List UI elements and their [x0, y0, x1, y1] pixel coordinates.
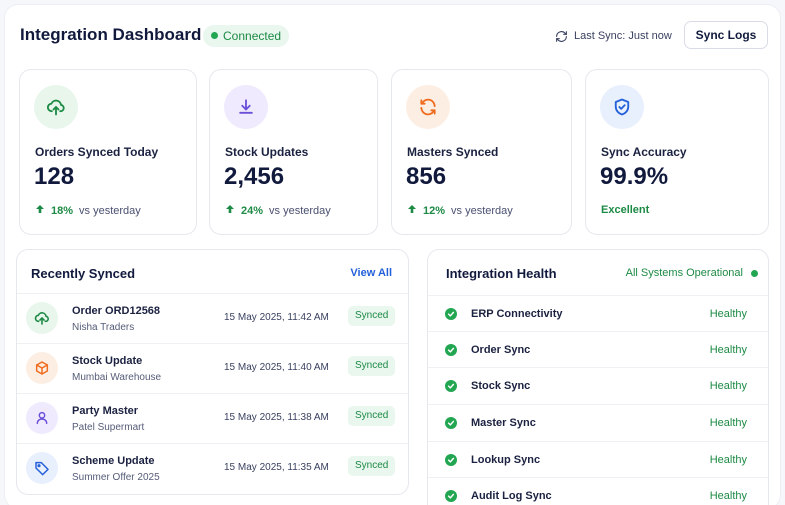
stat-value: 128 [34, 163, 75, 190]
last-sync: Last Sync: Just now [555, 27, 672, 45]
check-circle-icon [445, 344, 457, 356]
dashboard-frame: Integration Dashboard Connected Last Syn… [4, 4, 781, 505]
cloud-upload-icon [34, 85, 78, 129]
stat-value: 2,456 [224, 163, 285, 190]
list-item-time: 15 May 2025, 11:40 AM [224, 362, 329, 373]
list-item-subtitle: Nisha Traders [72, 322, 135, 333]
status-badge: Synced [348, 356, 396, 376]
recently-synced-panel: Recently Synced View All Order ORD12568 … [16, 249, 409, 495]
list-item-time: 15 May 2025, 11:35 AM [224, 462, 329, 473]
box-icon [26, 352, 58, 384]
stat-change-text: vs yesterday [79, 204, 141, 217]
shield-check-icon [600, 85, 644, 129]
status-dot-icon [751, 269, 758, 277]
stat-card-accuracy: Sync Accuracy 99.9% Excellent [585, 69, 769, 235]
list-item-title: Stock Update [72, 355, 143, 367]
list-item[interactable]: Party Master Patel Supermart 15 May 2025… [17, 393, 408, 443]
stat-change: 24% vs yesterday [225, 204, 331, 217]
health-item-name: Stock Sync [471, 380, 531, 392]
health-item-name: Master Sync [471, 417, 536, 429]
stat-value: 99.9% [600, 163, 669, 190]
arrow-up-icon [407, 204, 417, 217]
stat-card-masters: Masters Synced 856 12% vs yesterday [391, 69, 572, 235]
list-item-title: Scheme Update [72, 455, 155, 467]
check-circle-icon [445, 490, 457, 502]
tag-icon [26, 452, 58, 484]
health-item-status: Healthy [709, 490, 747, 502]
stat-label: Orders Synced Today [35, 145, 159, 159]
last-sync-label: Last Sync: Just now [574, 30, 672, 42]
systems-status: All Systems Operational [626, 267, 758, 279]
health-row: Order Sync Healthy [428, 331, 768, 368]
check-circle-icon [445, 308, 457, 320]
page-title: Integration Dashboard [20, 25, 202, 44]
health-row: Stock Sync Healthy [428, 367, 768, 404]
status-badge: Synced [348, 406, 396, 426]
health-item-name: Audit Log Sync [471, 490, 552, 502]
integration-health-title: Integration Health [446, 266, 557, 281]
health-row: ERP Connectivity Healthy [428, 295, 768, 332]
check-circle-icon [445, 454, 457, 466]
health-item-status: Healthy [709, 308, 747, 320]
refresh-icon [556, 30, 567, 42]
download-icon [224, 85, 268, 129]
integration-health-panel: Integration Health All Systems Operation… [427, 249, 769, 505]
list-item-title: Order ORD12568 [72, 305, 161, 317]
stat-change: 12% vs yesterday [407, 204, 513, 217]
stat-change-percent: 24% [241, 204, 264, 217]
health-item-name: ERP Connectivity [471, 308, 563, 320]
sync-logs-button[interactable]: Sync Logs [684, 21, 768, 49]
connection-status-badge: Connected [203, 25, 290, 47]
arrow-up-icon [225, 204, 235, 217]
view-all-link[interactable]: View All [350, 267, 392, 279]
check-circle-icon [445, 380, 457, 392]
check-circle-icon [445, 417, 457, 429]
stat-change: 18% vs yesterday [35, 204, 141, 217]
stat-change-text: vs yesterday [269, 204, 331, 217]
status-badge: Synced [348, 456, 396, 476]
health-item-status: Healthy [709, 454, 747, 466]
stat-status: Excellent [601, 204, 649, 216]
cloud-upload-icon [26, 302, 58, 334]
health-item-name: Order Sync [471, 344, 531, 356]
health-item-status: Healthy [709, 380, 747, 392]
health-row: Lookup Sync Healthy [428, 441, 768, 478]
list-item-subtitle: Summer Offer 2025 [72, 472, 160, 483]
arrow-up-icon [35, 204, 45, 217]
stat-label: Masters Synced [407, 145, 499, 159]
list-item[interactable]: Scheme Update Summer Offer 2025 15 May 2… [17, 443, 408, 493]
stat-value: 856 [406, 163, 447, 190]
health-row: Master Sync Healthy [428, 404, 768, 441]
recently-synced-title: Recently Synced [31, 266, 136, 281]
stat-change-text: vs yesterday [451, 204, 513, 217]
health-row: Audit Log Sync Healthy [428, 477, 768, 505]
user-icon [26, 402, 58, 434]
stat-status-label: Excellent [601, 204, 650, 216]
list-item-time: 15 May 2025, 11:38 AM [224, 412, 329, 423]
health-item-status: Healthy [709, 417, 747, 429]
health-item-name: Lookup Sync [471, 454, 541, 466]
status-badge: Synced [348, 306, 396, 326]
status-dot-icon [211, 32, 218, 39]
list-item[interactable]: Order ORD12568 Nisha Traders 15 May 2025… [17, 293, 408, 343]
list-item-subtitle: Patel Supermart [72, 422, 145, 433]
list-item-time: 15 May 2025, 11:42 AM [224, 312, 329, 323]
stat-label: Sync Accuracy [601, 145, 687, 159]
list-item[interactable]: Stock Update Mumbai Warehouse 15 May 202… [17, 343, 408, 393]
stat-change-percent: 18% [51, 204, 74, 217]
refresh-icon [406, 85, 450, 129]
list-item-subtitle: Mumbai Warehouse [72, 372, 162, 383]
stat-change-percent: 12% [423, 204, 446, 217]
systems-status-label: All Systems Operational [625, 267, 743, 279]
health-item-status: Healthy [709, 344, 747, 356]
connection-status-label: Connected [223, 29, 282, 43]
list-item-title: Party Master [72, 405, 139, 417]
stat-card-orders: Orders Synced Today 128 18% vs yesterday [19, 69, 197, 235]
stat-label: Stock Updates [225, 145, 309, 159]
stat-card-stock: Stock Updates 2,456 24% vs yesterday [209, 69, 378, 235]
